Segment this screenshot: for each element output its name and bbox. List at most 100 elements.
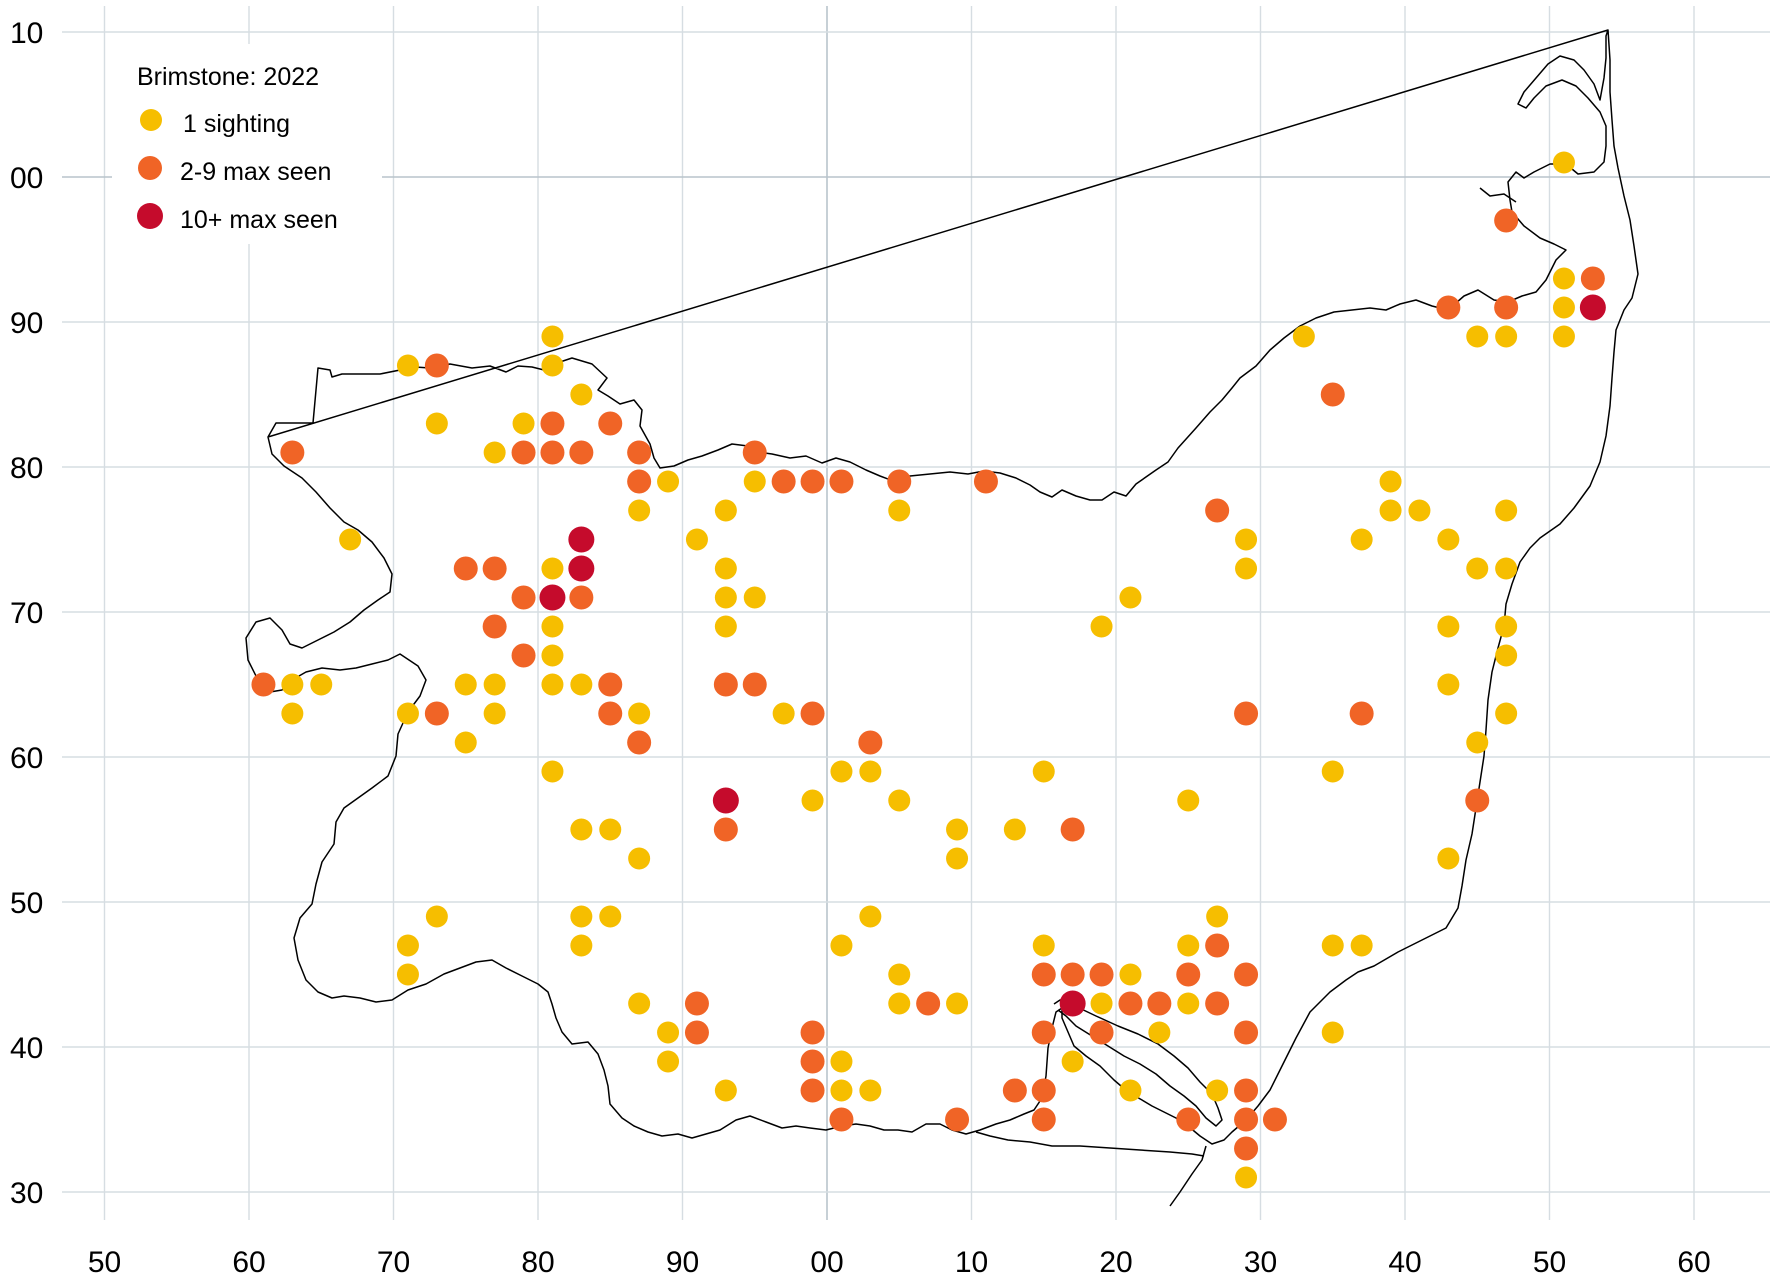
point-1-sighting bbox=[1437, 528, 1460, 551]
point-10-plus-max-seen bbox=[1059, 990, 1086, 1017]
point-1-sighting bbox=[772, 702, 795, 725]
point-1-sighting bbox=[1495, 615, 1518, 638]
point-2-9-max-seen bbox=[713, 672, 738, 697]
point-2-9-max-seen bbox=[973, 469, 998, 494]
point-1-sighting bbox=[830, 1079, 853, 1102]
point-1-sighting bbox=[483, 673, 506, 696]
point-2-9-max-seen bbox=[742, 440, 767, 465]
point-2-9-max-seen bbox=[1234, 962, 1259, 987]
point-2-9-max-seen bbox=[540, 411, 565, 436]
point-2-9-max-seen bbox=[800, 469, 825, 494]
legend-label-1-sighting: 1 sighting bbox=[183, 110, 290, 138]
point-1-sighting bbox=[541, 557, 564, 580]
point-1-sighting bbox=[425, 905, 448, 928]
point-1-sighting bbox=[1177, 992, 1200, 1015]
point-2-9-max-seen bbox=[800, 1049, 825, 1074]
point-1-sighting bbox=[1292, 325, 1315, 348]
point-1-sighting bbox=[1321, 1021, 1344, 1044]
point-1-sighting bbox=[570, 673, 593, 696]
point-2-9-max-seen bbox=[800, 701, 825, 726]
point-1-sighting bbox=[830, 760, 853, 783]
point-2-9-max-seen bbox=[1349, 701, 1374, 726]
point-2-9-max-seen bbox=[1176, 1107, 1201, 1132]
point-2-9-max-seen bbox=[1205, 991, 1230, 1016]
point-2-9-max-seen bbox=[1234, 701, 1259, 726]
point-1-sighting bbox=[1495, 499, 1518, 522]
point-2-9-max-seen bbox=[1031, 1020, 1056, 1045]
point-1-sighting bbox=[1552, 325, 1575, 348]
point-1-sighting bbox=[1119, 1079, 1142, 1102]
x-tick-label: 00 bbox=[810, 1246, 843, 1278]
point-2-9-max-seen bbox=[1205, 498, 1230, 523]
point-1-sighting bbox=[483, 702, 506, 725]
point-1-sighting bbox=[1032, 934, 1055, 957]
point-1-sighting bbox=[1321, 934, 1344, 957]
point-1-sighting bbox=[454, 731, 477, 754]
point-2-9-max-seen bbox=[916, 991, 941, 1016]
x-tick-label: 70 bbox=[377, 1246, 410, 1278]
point-1-sighting bbox=[1437, 615, 1460, 638]
point-1-sighting bbox=[714, 1079, 737, 1102]
point-1-sighting bbox=[570, 934, 593, 957]
point-1-sighting bbox=[599, 818, 622, 841]
point-2-9-max-seen bbox=[424, 701, 449, 726]
point-2-9-max-seen bbox=[713, 817, 738, 842]
point-2-9-max-seen bbox=[598, 672, 623, 697]
y-tick-label: 30 bbox=[10, 1177, 43, 1210]
y-tick-label: 50 bbox=[10, 887, 43, 920]
point-1-sighting bbox=[714, 586, 737, 609]
point-1-sighting bbox=[714, 557, 737, 580]
county-coastline bbox=[245, 29, 1639, 1207]
point-10-plus-max-seen bbox=[539, 584, 566, 611]
point-2-9-max-seen bbox=[684, 1020, 709, 1045]
point-1-sighting bbox=[1552, 267, 1575, 290]
point-1-sighting bbox=[1177, 934, 1200, 957]
point-1-sighting bbox=[570, 818, 593, 841]
point-2-9-max-seen bbox=[1205, 933, 1230, 958]
point-2-9-max-seen bbox=[598, 411, 623, 436]
point-1-sighting bbox=[512, 412, 535, 435]
point-1-sighting bbox=[541, 644, 564, 667]
point-1-sighting bbox=[1148, 1021, 1171, 1044]
point-1-sighting bbox=[541, 354, 564, 377]
point-1-sighting bbox=[1437, 847, 1460, 870]
point-1-sighting bbox=[1350, 528, 1373, 551]
x-tick-label: 80 bbox=[521, 1246, 554, 1278]
point-2-9-max-seen bbox=[829, 469, 854, 494]
point-2-9-max-seen bbox=[1060, 817, 1085, 842]
legend: Brimstone: 2022 1 sighting 2-9 max seen … bbox=[112, 44, 382, 244]
point-1-sighting bbox=[1552, 296, 1575, 319]
legend-marker-1-sighting bbox=[140, 109, 162, 131]
point-1-sighting bbox=[396, 934, 419, 957]
point-1-sighting bbox=[888, 992, 911, 1015]
point-1-sighting bbox=[1466, 325, 1489, 348]
point-2-9-max-seen bbox=[887, 469, 912, 494]
point-1-sighting bbox=[1235, 1166, 1258, 1189]
point-1-sighting bbox=[396, 354, 419, 377]
point-1-sighting bbox=[454, 673, 477, 696]
point-1-sighting bbox=[1495, 644, 1518, 667]
point-1-sighting bbox=[628, 992, 651, 1015]
point-2-9-max-seen bbox=[482, 614, 507, 639]
point-2-9-max-seen bbox=[1060, 962, 1085, 987]
point-1-sighting bbox=[396, 963, 419, 986]
point-2-9-max-seen bbox=[1002, 1078, 1027, 1103]
point-1-sighting bbox=[1061, 1050, 1084, 1073]
point-1-sighting bbox=[685, 528, 708, 551]
point-2-9-max-seen bbox=[829, 1107, 854, 1132]
point-1-sighting bbox=[628, 499, 651, 522]
point-1-sighting bbox=[888, 789, 911, 812]
grid-lines bbox=[62, 6, 1770, 1220]
point-1-sighting bbox=[1177, 789, 1200, 812]
point-2-9-max-seen bbox=[1089, 962, 1114, 987]
point-1-sighting bbox=[657, 1021, 680, 1044]
x-tick-label: 30 bbox=[1244, 1246, 1277, 1278]
point-1-sighting bbox=[657, 470, 680, 493]
point-1-sighting bbox=[1379, 499, 1402, 522]
point-2-9-max-seen bbox=[1147, 991, 1172, 1016]
point-2-9-max-seen bbox=[1031, 1107, 1056, 1132]
point-1-sighting bbox=[570, 905, 593, 928]
point-2-9-max-seen bbox=[1494, 208, 1519, 233]
y-tick-label: 70 bbox=[10, 597, 43, 630]
